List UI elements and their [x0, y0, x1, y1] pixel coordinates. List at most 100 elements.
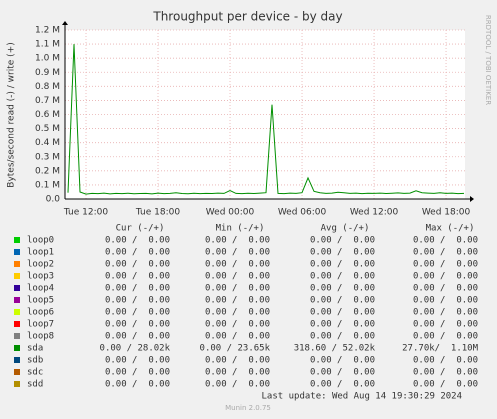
legend-name: loop5: [27, 296, 54, 306]
table-cell: 0.00 / 28.02k: [100, 344, 171, 354]
y-tick-label: 1.1 M: [35, 40, 60, 50]
table-cell: 0.00 / 0.00: [413, 380, 478, 390]
legend-name: loop2: [27, 260, 54, 270]
legend-swatch: [14, 297, 20, 303]
table-cell: 0.00 / 0.00: [413, 356, 478, 366]
table-cell: 0.00 / 0.00: [205, 332, 270, 342]
legend-name: loop8: [27, 332, 54, 342]
legend-swatch: [14, 321, 20, 327]
legend-swatch: [14, 237, 20, 243]
y-tick-label: 0.0: [46, 195, 61, 205]
table-cell: 0.00 / 0.00: [105, 272, 170, 282]
legend-name: loop4: [27, 284, 54, 294]
table-cell: 0.00 / 0.00: [413, 308, 478, 318]
axis-arrow: [62, 21, 68, 25]
table-cell: 0.00 / 0.00: [310, 380, 375, 390]
y-tick-label: 0.6 M: [35, 110, 60, 120]
table-cell: 0.00 / 0.00: [105, 308, 170, 318]
table-cell: 0.00 / 0.00: [310, 236, 375, 246]
table-cell: 0.00 / 0.00: [413, 320, 478, 330]
legend-name: loop0: [27, 236, 54, 246]
y-tick-label: 0.5 M: [35, 124, 60, 134]
table-cell: 0.00 / 0.00: [105, 284, 170, 294]
table-cell: 0.00 / 0.00: [105, 296, 170, 306]
x-tick-label: Wed 06:00: [278, 208, 327, 218]
table-cell: 0.00 / 0.00: [413, 260, 478, 270]
side-label: RRDTOOL / TOBI OETIKER: [484, 15, 492, 105]
table-header: Max (-/+): [426, 224, 475, 234]
table-cell: 27.70k/ 1.10M: [402, 344, 478, 354]
table-cell: 0.00 / 0.00: [205, 248, 270, 258]
table-cell: 0.00 / 0.00: [413, 368, 478, 378]
table-header: Avg (-/+): [321, 224, 370, 234]
table-cell: 0.00 / 0.00: [310, 272, 375, 282]
table-cell: 0.00 / 0.00: [105, 368, 170, 378]
legend-name: sdb: [27, 356, 43, 366]
table-cell: 0.00 / 0.00: [413, 272, 478, 282]
table-cell: 0.00 / 0.00: [205, 380, 270, 390]
table-cell: 0.00 / 0.00: [205, 368, 270, 378]
legend-name: loop1: [27, 248, 54, 258]
table-cell: 0.00 / 0.00: [105, 380, 170, 390]
table-cell: 0.00 / 0.00: [310, 320, 375, 330]
table-cell: 0.00 / 0.00: [413, 296, 478, 306]
y-tick-label: 1.2 M: [35, 26, 60, 36]
table-cell: 0.00 / 0.00: [310, 308, 375, 318]
legend-name: sda: [27, 344, 43, 354]
legend-swatch: [14, 345, 20, 351]
legend-name: loop3: [27, 272, 54, 282]
legend-swatch: [14, 369, 20, 375]
y-tick-label: 1.0 M: [35, 54, 60, 64]
legend-name: sdd: [27, 380, 43, 390]
legend-name: loop6: [27, 308, 54, 318]
table-cell: 0.00 / 0.00: [310, 260, 375, 270]
table-cell: 0.00 / 0.00: [105, 332, 170, 342]
table-cell: 0.00 / 0.00: [205, 272, 270, 282]
table-cell: 0.00 / 0.00: [205, 236, 270, 246]
y-tick-label: 0.7 M: [35, 96, 60, 106]
table-cell: 0.00 / 0.00: [310, 296, 375, 306]
x-tick-label: Tue 12:00: [63, 208, 108, 218]
y-tick-label: 0.4 M: [35, 138, 60, 148]
table-cell: 0.00 / 0.00: [310, 356, 375, 366]
chart-title: Throughput per device - by day: [152, 10, 342, 24]
y-tick-label: 0.3 M: [35, 152, 60, 162]
table-cell: 318.60 / 52.02k: [294, 344, 376, 354]
x-tick-label: Wed 18:00: [422, 208, 471, 218]
table-cell: 0.00 / 0.00: [310, 248, 375, 258]
x-tick-label: Wed 00:00: [206, 208, 255, 218]
table-cell: 0.00 / 0.00: [205, 260, 270, 270]
legend-swatch: [14, 249, 20, 255]
table-cell: 0.00 / 0.00: [105, 260, 170, 270]
legend-name: loop7: [27, 320, 54, 330]
table-cell: 0.00 / 0.00: [413, 284, 478, 294]
table-cell: 0.00 / 0.00: [310, 332, 375, 342]
table-cell: 0.00 / 0.00: [205, 296, 270, 306]
y-tick-label: 0.1 M: [35, 180, 60, 190]
table-header: Min (-/+): [216, 224, 265, 234]
y-axis-label: Bytes/second read (-) / write (+): [7, 42, 17, 187]
axis-arrow: [470, 196, 474, 202]
legend-swatch: [14, 285, 20, 291]
table-cell: 0.00 / 0.00: [205, 356, 270, 366]
legend-name: sdc: [27, 368, 43, 378]
table-cell: 0.00 / 0.00: [205, 284, 270, 294]
table-cell: 0.00 / 0.00: [413, 332, 478, 342]
data-line: [67, 44, 465, 195]
table-cell: 0.00 / 0.00: [310, 284, 375, 294]
x-tick-label: Wed 12:00: [350, 208, 399, 218]
legend-swatch: [14, 357, 20, 363]
legend-swatch: [14, 273, 20, 279]
table-cell: 0.00 / 0.00: [205, 308, 270, 318]
table-cell: 0.00 / 0.00: [105, 356, 170, 366]
y-tick-label: 0.9 M: [35, 68, 60, 78]
table-cell: 0.00 / 0.00: [105, 236, 170, 246]
table-cell: 0.00 / 0.00: [105, 320, 170, 330]
last-update: Last update: Wed Aug 14 19:30:29 2024: [262, 392, 462, 402]
footer: Munin 2.0.75: [225, 404, 271, 412]
table-cell: 0.00 / 0.00: [413, 236, 478, 246]
table-cell: 0.00 / 0.00: [205, 320, 270, 330]
legend-swatch: [14, 333, 20, 339]
